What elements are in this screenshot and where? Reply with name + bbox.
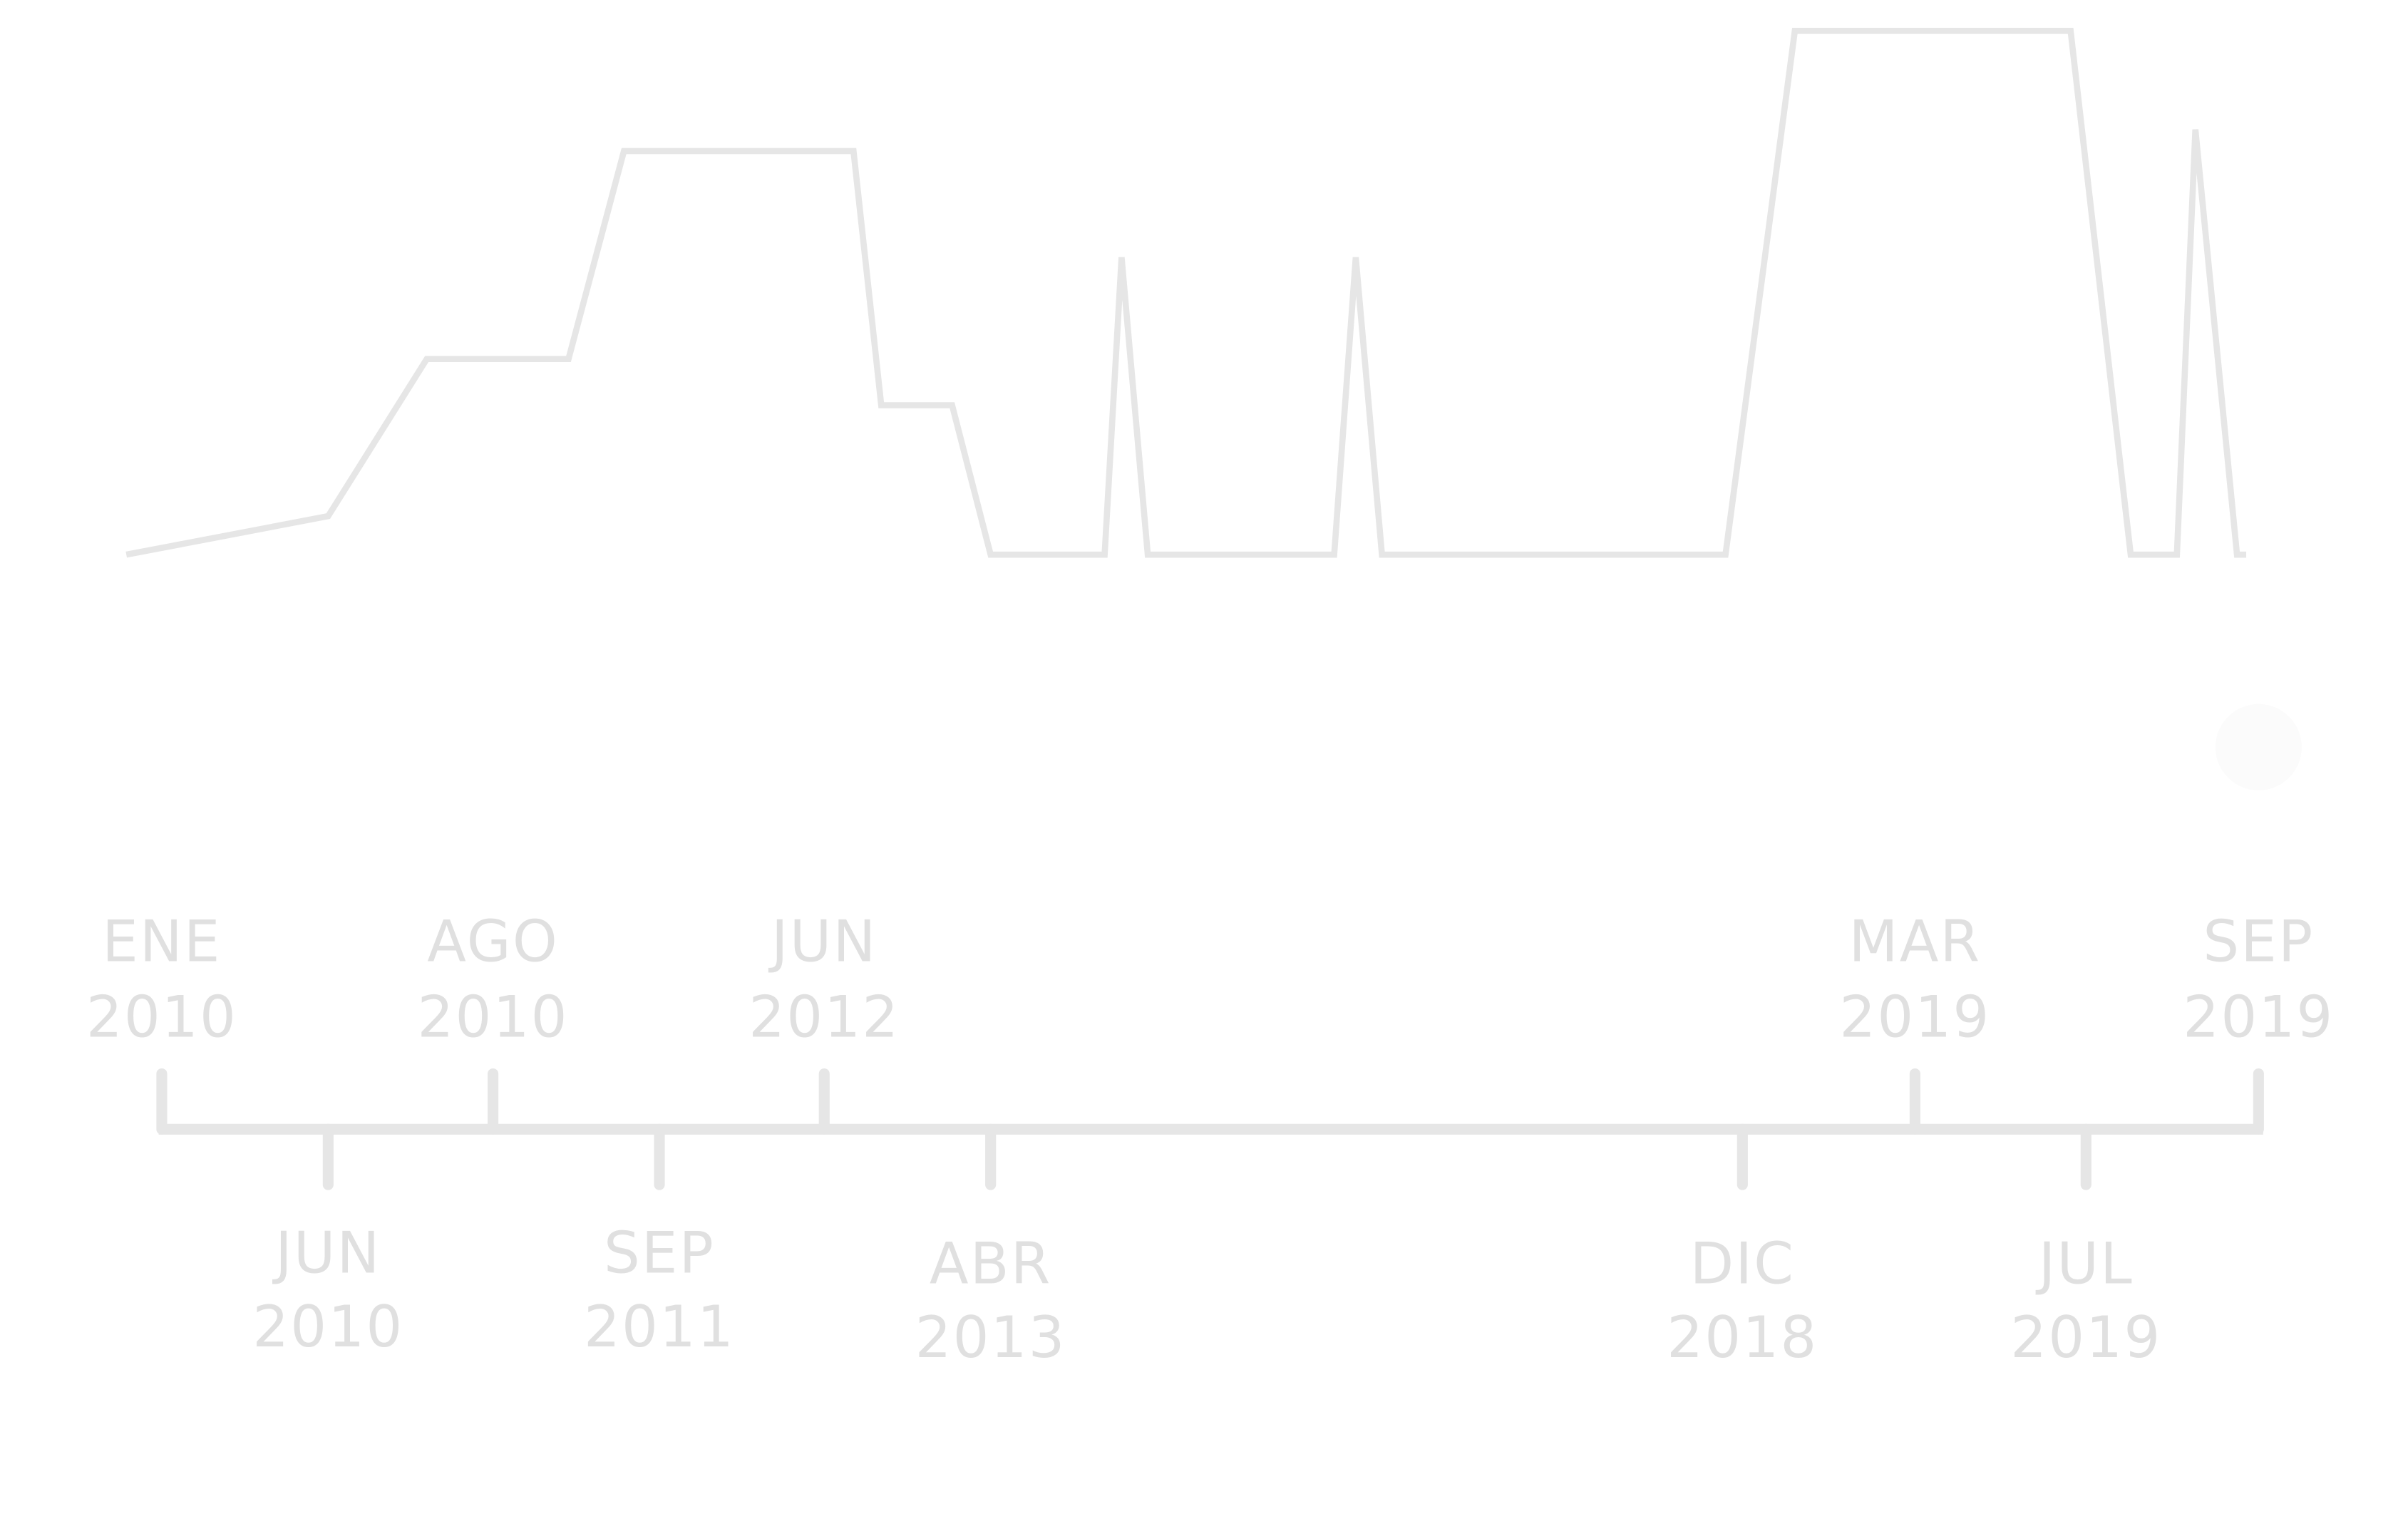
tick-year: 2019 <box>1839 984 1990 1051</box>
tick-month: SEP <box>2203 909 2314 975</box>
tick-month: ABR <box>930 1230 1052 1297</box>
tick-year: 2010 <box>252 1294 403 1360</box>
tick-year: 2010 <box>86 984 237 1051</box>
tick-year: 2018 <box>1667 1304 1818 1371</box>
tick-year: 2012 <box>748 984 900 1051</box>
tick-month: SEP <box>604 1220 715 1286</box>
tick-month: JUN <box>272 1220 381 1286</box>
tick-month: ENE <box>102 909 221 975</box>
activity-line <box>125 28 2247 558</box>
faint-dot <box>2215 703 2302 790</box>
tick-year: 2019 <box>2010 1304 2161 1371</box>
tick-month: DIC <box>1690 1230 1795 1297</box>
tick-year: 2011 <box>584 1294 735 1360</box>
tick-year: 2019 <box>2183 984 2334 1051</box>
tick-month: MAR <box>1849 909 1982 975</box>
tick-month: JUN <box>768 909 877 975</box>
tick-month: AGO <box>427 909 559 975</box>
tick-year: 2013 <box>915 1304 1066 1371</box>
tick-month: JUL <box>2035 1230 2134 1297</box>
tick-year: 2010 <box>418 984 569 1051</box>
timeline-labels: ENE 2010 AGO 2010 JUN 2012 MAR 2019 SEP 2019 JUN 20… <box>86 909 2334 1371</box>
